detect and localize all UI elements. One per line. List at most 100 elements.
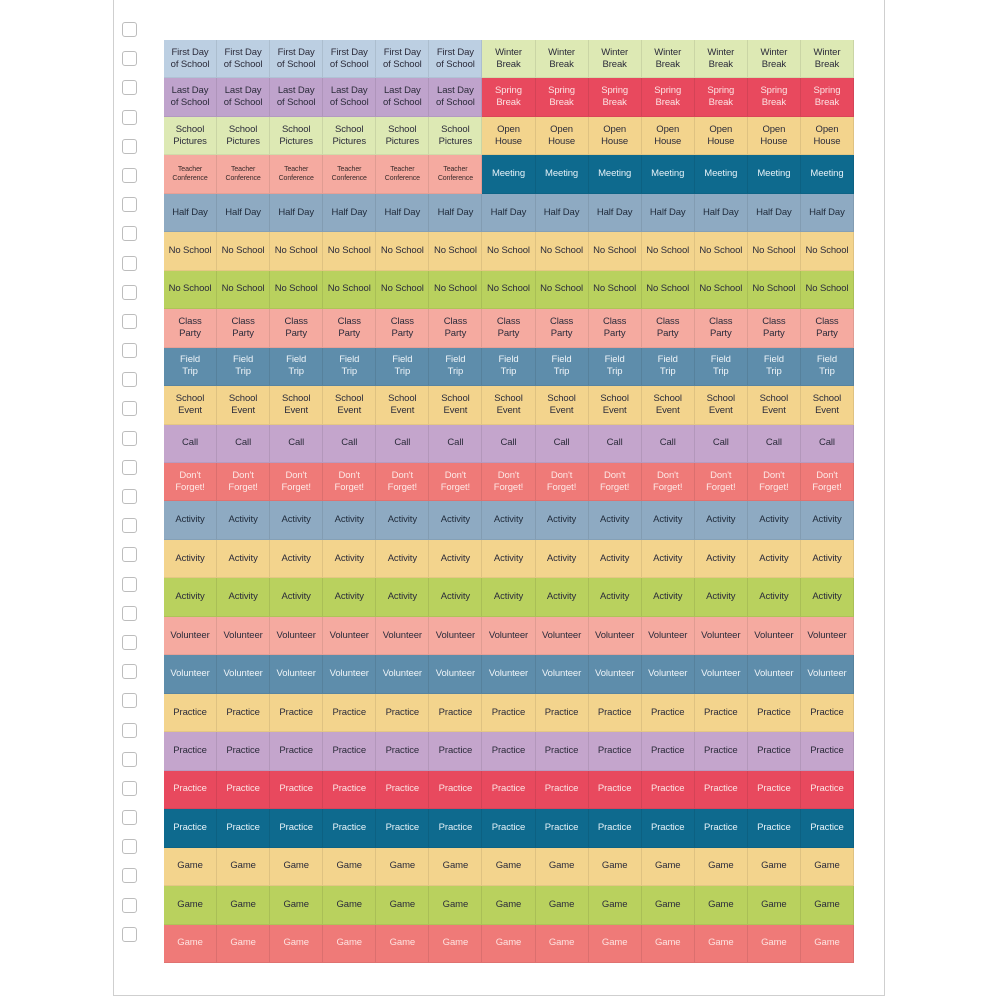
sticker-activity[interactable]: Activity — [800, 539, 854, 579]
sticker-practice[interactable]: Practice — [588, 770, 642, 810]
sticker-game[interactable]: Game — [747, 886, 801, 925]
sticker-activity[interactable]: Activity — [535, 539, 589, 579]
sticker-practice[interactable]: Practice — [482, 732, 536, 771]
sticker-spring-break[interactable]: Spring Break — [535, 78, 589, 117]
sticker-class-party[interactable]: Class Party — [429, 309, 483, 348]
sticker-game[interactable]: Game — [747, 924, 801, 963]
sticker-practice[interactable]: Practice — [641, 770, 695, 810]
sticker-no-school[interactable]: No School — [376, 270, 430, 310]
sticker-activity[interactable]: Activity — [747, 501, 801, 540]
sticker-activity[interactable]: Activity — [217, 501, 271, 540]
sticker-volunteer[interactable]: Volunteer — [217, 655, 271, 694]
sticker-field-trip[interactable]: Field Trip — [376, 347, 430, 387]
sticker-activity[interactable]: Activity — [376, 578, 430, 617]
sticker-game[interactable]: Game — [376, 924, 430, 963]
sticker-call[interactable]: Call — [217, 424, 271, 464]
sticker-school-event[interactable]: School Event — [429, 386, 483, 425]
sticker-call[interactable]: Call — [164, 424, 218, 464]
sticker-volunteer[interactable]: Volunteer — [535, 616, 589, 656]
sticker-volunteer[interactable]: Volunteer — [588, 655, 642, 694]
sticker-first-day-of-school[interactable]: First Day of School — [217, 40, 271, 79]
sticker-school-event[interactable]: School Event — [217, 386, 271, 425]
sticker-activity[interactable]: Activity — [164, 578, 218, 617]
sticker-school-pictures[interactable]: School Pictures — [217, 116, 271, 156]
sticker-half-day[interactable]: Half Day — [482, 193, 536, 233]
sticker-activity[interactable]: Activity — [376, 539, 430, 579]
sticker-meeting[interactable]: Meeting — [641, 155, 695, 194]
sticker-first-day-of-school[interactable]: First Day of School — [270, 40, 324, 79]
sticker-class-party[interactable]: Class Party — [588, 309, 642, 348]
sticker-call[interactable]: Call — [694, 424, 748, 464]
sticker-practice[interactable]: Practice — [164, 809, 218, 848]
sticker-school-event[interactable]: School Event — [747, 386, 801, 425]
sticker-volunteer[interactable]: Volunteer — [535, 655, 589, 694]
sticker-activity[interactable]: Activity — [217, 578, 271, 617]
sticker-game[interactable]: Game — [694, 886, 748, 925]
sticker-school-pictures[interactable]: School Pictures — [429, 116, 483, 156]
sticker-practice[interactable]: Practice — [164, 732, 218, 771]
sticker-half-day[interactable]: Half Day — [270, 193, 324, 233]
sticker-game[interactable]: Game — [323, 847, 377, 887]
sticker-open-house[interactable]: Open House — [747, 116, 801, 156]
sticker-meeting[interactable]: Meeting — [747, 155, 801, 194]
sticker-first-day-of-school[interactable]: First Day of School — [323, 40, 377, 79]
sticker-call[interactable]: Call — [482, 424, 536, 464]
sticker-practice[interactable]: Practice — [588, 809, 642, 848]
sticker-game[interactable]: Game — [429, 886, 483, 925]
sticker-school-event[interactable]: School Event — [270, 386, 324, 425]
sticker-activity[interactable]: Activity — [800, 501, 854, 540]
sticker-half-day[interactable]: Half Day — [323, 193, 377, 233]
sticker-no-school[interactable]: No School — [747, 232, 801, 271]
sticker-activity[interactable]: Activity — [270, 539, 324, 579]
sticker-no-school[interactable]: No School — [323, 270, 377, 310]
sticker-game[interactable]: Game — [323, 924, 377, 963]
sticker-no-school[interactable]: No School — [694, 232, 748, 271]
sticker-practice[interactable]: Practice — [800, 809, 854, 848]
sticker-don-t-forget[interactable]: Don't Forget! — [535, 463, 589, 502]
sticker-last-day-of-school[interactable]: Last Day of School — [376, 78, 430, 117]
sticker-don-t-forget[interactable]: Don't Forget! — [694, 463, 748, 502]
sticker-activity[interactable]: Activity — [164, 539, 218, 579]
sticker-half-day[interactable]: Half Day — [800, 193, 854, 233]
sticker-spring-break[interactable]: Spring Break — [800, 78, 854, 117]
sticker-practice[interactable]: Practice — [323, 693, 377, 733]
sticker-game[interactable]: Game — [694, 924, 748, 963]
sticker-practice[interactable]: Practice — [747, 732, 801, 771]
sticker-no-school[interactable]: No School — [588, 232, 642, 271]
sticker-activity[interactable]: Activity — [535, 501, 589, 540]
sticker-field-trip[interactable]: Field Trip — [164, 347, 218, 387]
sticker-class-party[interactable]: Class Party — [641, 309, 695, 348]
sticker-activity[interactable]: Activity — [747, 539, 801, 579]
sticker-volunteer[interactable]: Volunteer — [376, 616, 430, 656]
sticker-school-event[interactable]: School Event — [164, 386, 218, 425]
sticker-practice[interactable]: Practice — [164, 693, 218, 733]
sticker-game[interactable]: Game — [270, 886, 324, 925]
sticker-volunteer[interactable]: Volunteer — [323, 655, 377, 694]
sticker-spring-break[interactable]: Spring Break — [747, 78, 801, 117]
sticker-game[interactable]: Game — [641, 847, 695, 887]
sticker-half-day[interactable]: Half Day — [376, 193, 430, 233]
sticker-last-day-of-school[interactable]: Last Day of School — [164, 78, 218, 117]
sticker-don-t-forget[interactable]: Don't Forget! — [641, 463, 695, 502]
sticker-no-school[interactable]: No School — [270, 232, 324, 271]
sticker-school-event[interactable]: School Event — [694, 386, 748, 425]
sticker-school-event[interactable]: School Event — [482, 386, 536, 425]
sticker-open-house[interactable]: Open House — [641, 116, 695, 156]
sticker-winter-break[interactable]: Winter Break — [641, 40, 695, 79]
sticker-no-school[interactable]: No School — [429, 232, 483, 271]
sticker-practice[interactable]: Practice — [270, 693, 324, 733]
sticker-volunteer[interactable]: Volunteer — [429, 616, 483, 656]
sticker-activity[interactable]: Activity — [535, 578, 589, 617]
sticker-practice[interactable]: Practice — [270, 732, 324, 771]
sticker-class-party[interactable]: Class Party — [323, 309, 377, 348]
sticker-practice[interactable]: Practice — [376, 770, 430, 810]
sticker-activity[interactable]: Activity — [694, 501, 748, 540]
sticker-don-t-forget[interactable]: Don't Forget! — [482, 463, 536, 502]
sticker-game[interactable]: Game — [270, 847, 324, 887]
sticker-activity[interactable]: Activity — [164, 501, 218, 540]
sticker-activity[interactable]: Activity — [588, 501, 642, 540]
sticker-no-school[interactable]: No School — [376, 232, 430, 271]
sticker-school-pictures[interactable]: School Pictures — [376, 116, 430, 156]
sticker-don-t-forget[interactable]: Don't Forget! — [747, 463, 801, 502]
sticker-volunteer[interactable]: Volunteer — [323, 616, 377, 656]
